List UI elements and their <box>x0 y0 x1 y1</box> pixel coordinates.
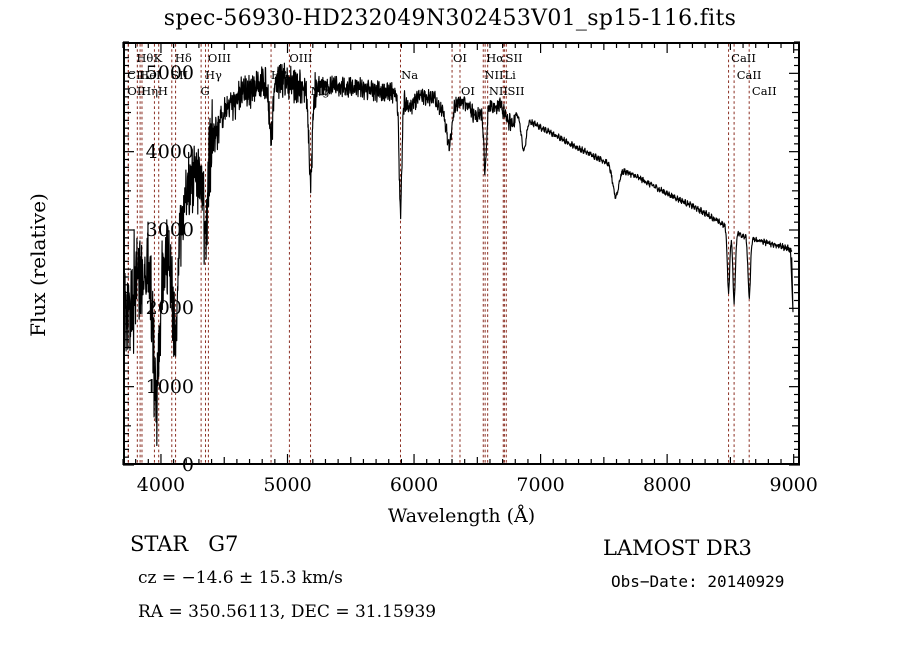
x-tick-label: 4000 <box>136 474 186 496</box>
x-tick-label: 5000 <box>263 474 312 496</box>
line-label-CaII: CaII <box>736 68 762 82</box>
observation-date: Obs−Date: 20140929 <box>611 572 785 591</box>
x-tick-label: 7000 <box>516 474 565 496</box>
line-label-CaII: CaII <box>751 84 777 98</box>
x-tick-label: 6000 <box>389 474 439 496</box>
y-tick-label: 0 <box>181 454 194 476</box>
survey-name: LAMOST DR3 <box>603 536 752 560</box>
line-label-CII: CII <box>127 68 146 82</box>
line-label-HeI: HeI <box>139 68 161 82</box>
line-label-SII: SII <box>507 84 525 98</box>
line-label-H: H <box>157 84 168 98</box>
line-label-OIII: OIII <box>207 51 231 65</box>
line-label-Na: Na <box>401 68 419 82</box>
plot-area <box>123 42 800 465</box>
line-label-H: Hα <box>486 51 505 65</box>
line-label-CaII: CaII <box>731 51 756 65</box>
line-label-Li: Li <box>504 68 516 82</box>
line-label-G: G <box>200 84 210 98</box>
line-label-Mg: Mg <box>310 84 330 98</box>
line-label-H: Hη <box>141 84 158 98</box>
line-label-NII: NII <box>488 84 508 98</box>
line-label-OI: OI <box>453 51 467 65</box>
line-label-NII: NII <box>484 68 504 82</box>
y-tick-label: 3000 <box>145 219 194 241</box>
line-label-OII: OII <box>127 84 146 98</box>
y-tick-label: 2000 <box>145 297 194 320</box>
line-label-SII: SII <box>171 68 189 82</box>
line-label-H: Hγ <box>204 68 222 82</box>
line-label-H: Hδ <box>174 51 192 65</box>
line-label-OIII: OIII <box>289 51 313 65</box>
line-label-H: Hθ <box>136 51 154 65</box>
x-tick-label: 8000 <box>642 474 692 496</box>
line-label-SII: SII <box>505 51 523 65</box>
x-tick-label: 9000 <box>769 474 818 496</box>
y-tick-label: 1000 <box>145 375 194 398</box>
x-axis-label: Wavelength (Å) <box>387 505 536 527</box>
page-title: spec-56930-HD232049N302453V01_sp15-116.f… <box>163 6 737 31</box>
y-tick-label: 5000 <box>145 62 194 85</box>
line-label-K: K <box>153 51 163 65</box>
coordinates: RA = 350.56113, DEC = 31.15939 <box>138 602 437 622</box>
y-tick-label: 4000 <box>145 140 194 163</box>
spectrum-trace <box>125 44 798 463</box>
line-label-H: Hβ <box>270 68 288 82</box>
radial-velocity: cz = −14.6 ± 15.3 km/s <box>138 568 343 588</box>
y-axis-label: Flux (relative) <box>26 193 50 337</box>
object-type-and-class: STAR G7 <box>130 532 239 556</box>
line-label-OI: OI <box>460 84 475 98</box>
